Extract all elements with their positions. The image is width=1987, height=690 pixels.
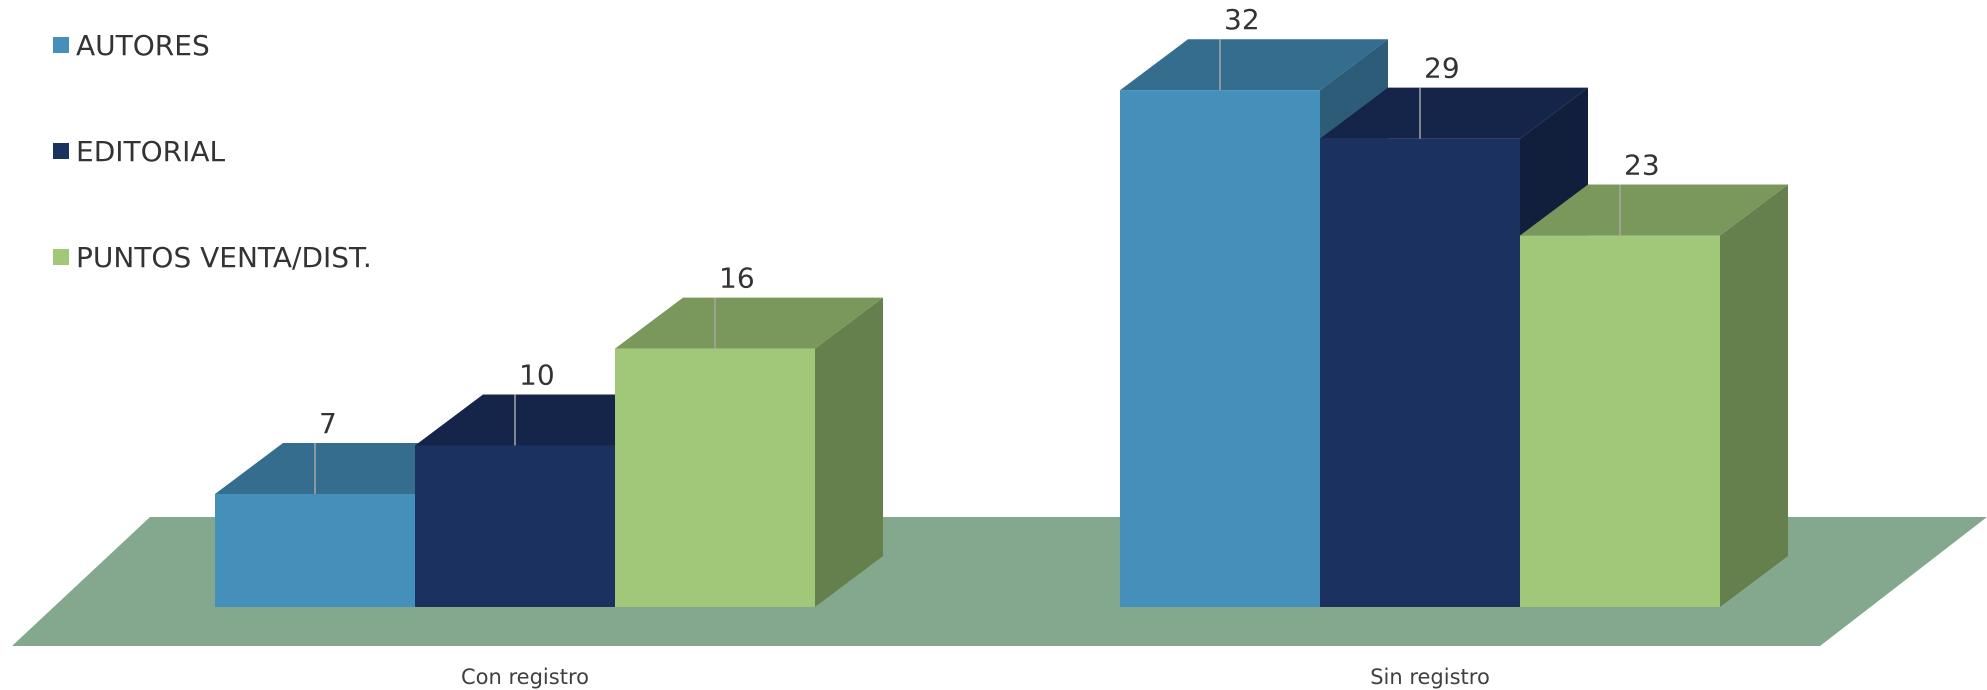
bar-top-autores-sin-registro: [1120, 39, 1388, 91]
legend-swatch-puntos-venta: [53, 249, 69, 265]
data-label-autores-sin-registro: 32: [1224, 3, 1260, 36]
data-label-editorial-con-registro: 10: [519, 359, 555, 392]
bar-puntos-venta-dist-con-registro: [615, 348, 815, 607]
legend: AUTORES EDITORIAL PUNTOS VENTA/DIST.: [53, 28, 372, 348]
bar-autores-con-registro: [215, 493, 415, 607]
bar-top-editorial-sin-registro: [1320, 87, 1588, 139]
legend-item-autores: AUTORES: [53, 28, 372, 62]
legend-swatch-autores: [53, 37, 69, 53]
bar-side-puntos-venta-dist-sin-registro: [1720, 184, 1788, 608]
legend-label-autores: AUTORES: [76, 28, 210, 62]
bar-top-puntos-venta-dist-sin-registro: [1520, 184, 1788, 236]
data-label-puntos-venta-dist-con-registro: 16: [719, 262, 755, 295]
bar-editorial-con-registro: [415, 445, 615, 607]
legend-swatch-editorial: [53, 143, 69, 159]
legend-item-puntos-venta: PUNTOS VENTA/DIST.: [53, 240, 372, 274]
data-label-puntos-venta-dist-sin-registro: 23: [1624, 149, 1660, 182]
bar-editorial-sin-registro: [1320, 138, 1520, 607]
bar-puntos-venta-dist-sin-registro: [1520, 235, 1720, 608]
data-label-autores-con-registro: 7: [319, 407, 337, 440]
category-label-con-registro: Con registro: [461, 665, 589, 689]
bar-top-puntos-venta-dist-con-registro: [615, 297, 883, 349]
category-label-sin-registro: Sin registro: [1370, 665, 1490, 689]
legend-label-puntos-venta: PUNTOS VENTA/DIST.: [76, 240, 372, 274]
data-label-editorial-sin-registro: 29: [1424, 52, 1460, 85]
bar-autores-sin-registro: [1120, 90, 1320, 607]
legend-label-editorial: EDITORIAL: [76, 134, 226, 168]
bar-side-puntos-venta-dist-con-registro: [815, 297, 883, 607]
legend-item-editorial: EDITORIAL: [53, 134, 372, 168]
